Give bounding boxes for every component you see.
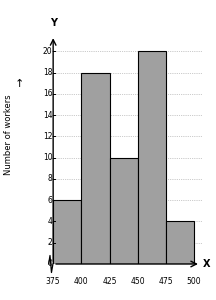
Text: 4: 4 <box>48 217 52 226</box>
Bar <box>53 200 81 264</box>
Text: 14: 14 <box>43 111 52 120</box>
Bar <box>81 73 110 264</box>
Text: 20: 20 <box>43 47 52 56</box>
Text: 475: 475 <box>159 277 173 286</box>
Bar <box>138 51 166 264</box>
Text: ↑: ↑ <box>15 79 24 89</box>
Bar <box>110 158 138 264</box>
Text: Y: Y <box>50 18 57 28</box>
Text: 0: 0 <box>48 260 52 268</box>
Text: 10: 10 <box>43 153 52 162</box>
Text: 18: 18 <box>43 68 52 77</box>
Bar <box>166 221 194 264</box>
Text: X: X <box>203 259 211 269</box>
Text: 425: 425 <box>102 277 117 286</box>
Text: Number of workers: Number of workers <box>4 95 13 175</box>
Text: 400: 400 <box>74 277 89 286</box>
Text: 450: 450 <box>130 277 145 286</box>
Text: 375: 375 <box>46 277 60 286</box>
Text: 16: 16 <box>43 89 52 98</box>
Text: 500: 500 <box>187 277 201 286</box>
Text: 2: 2 <box>48 238 52 247</box>
Text: 8: 8 <box>48 174 52 183</box>
Text: 6: 6 <box>48 196 52 205</box>
Text: 12: 12 <box>43 132 52 141</box>
